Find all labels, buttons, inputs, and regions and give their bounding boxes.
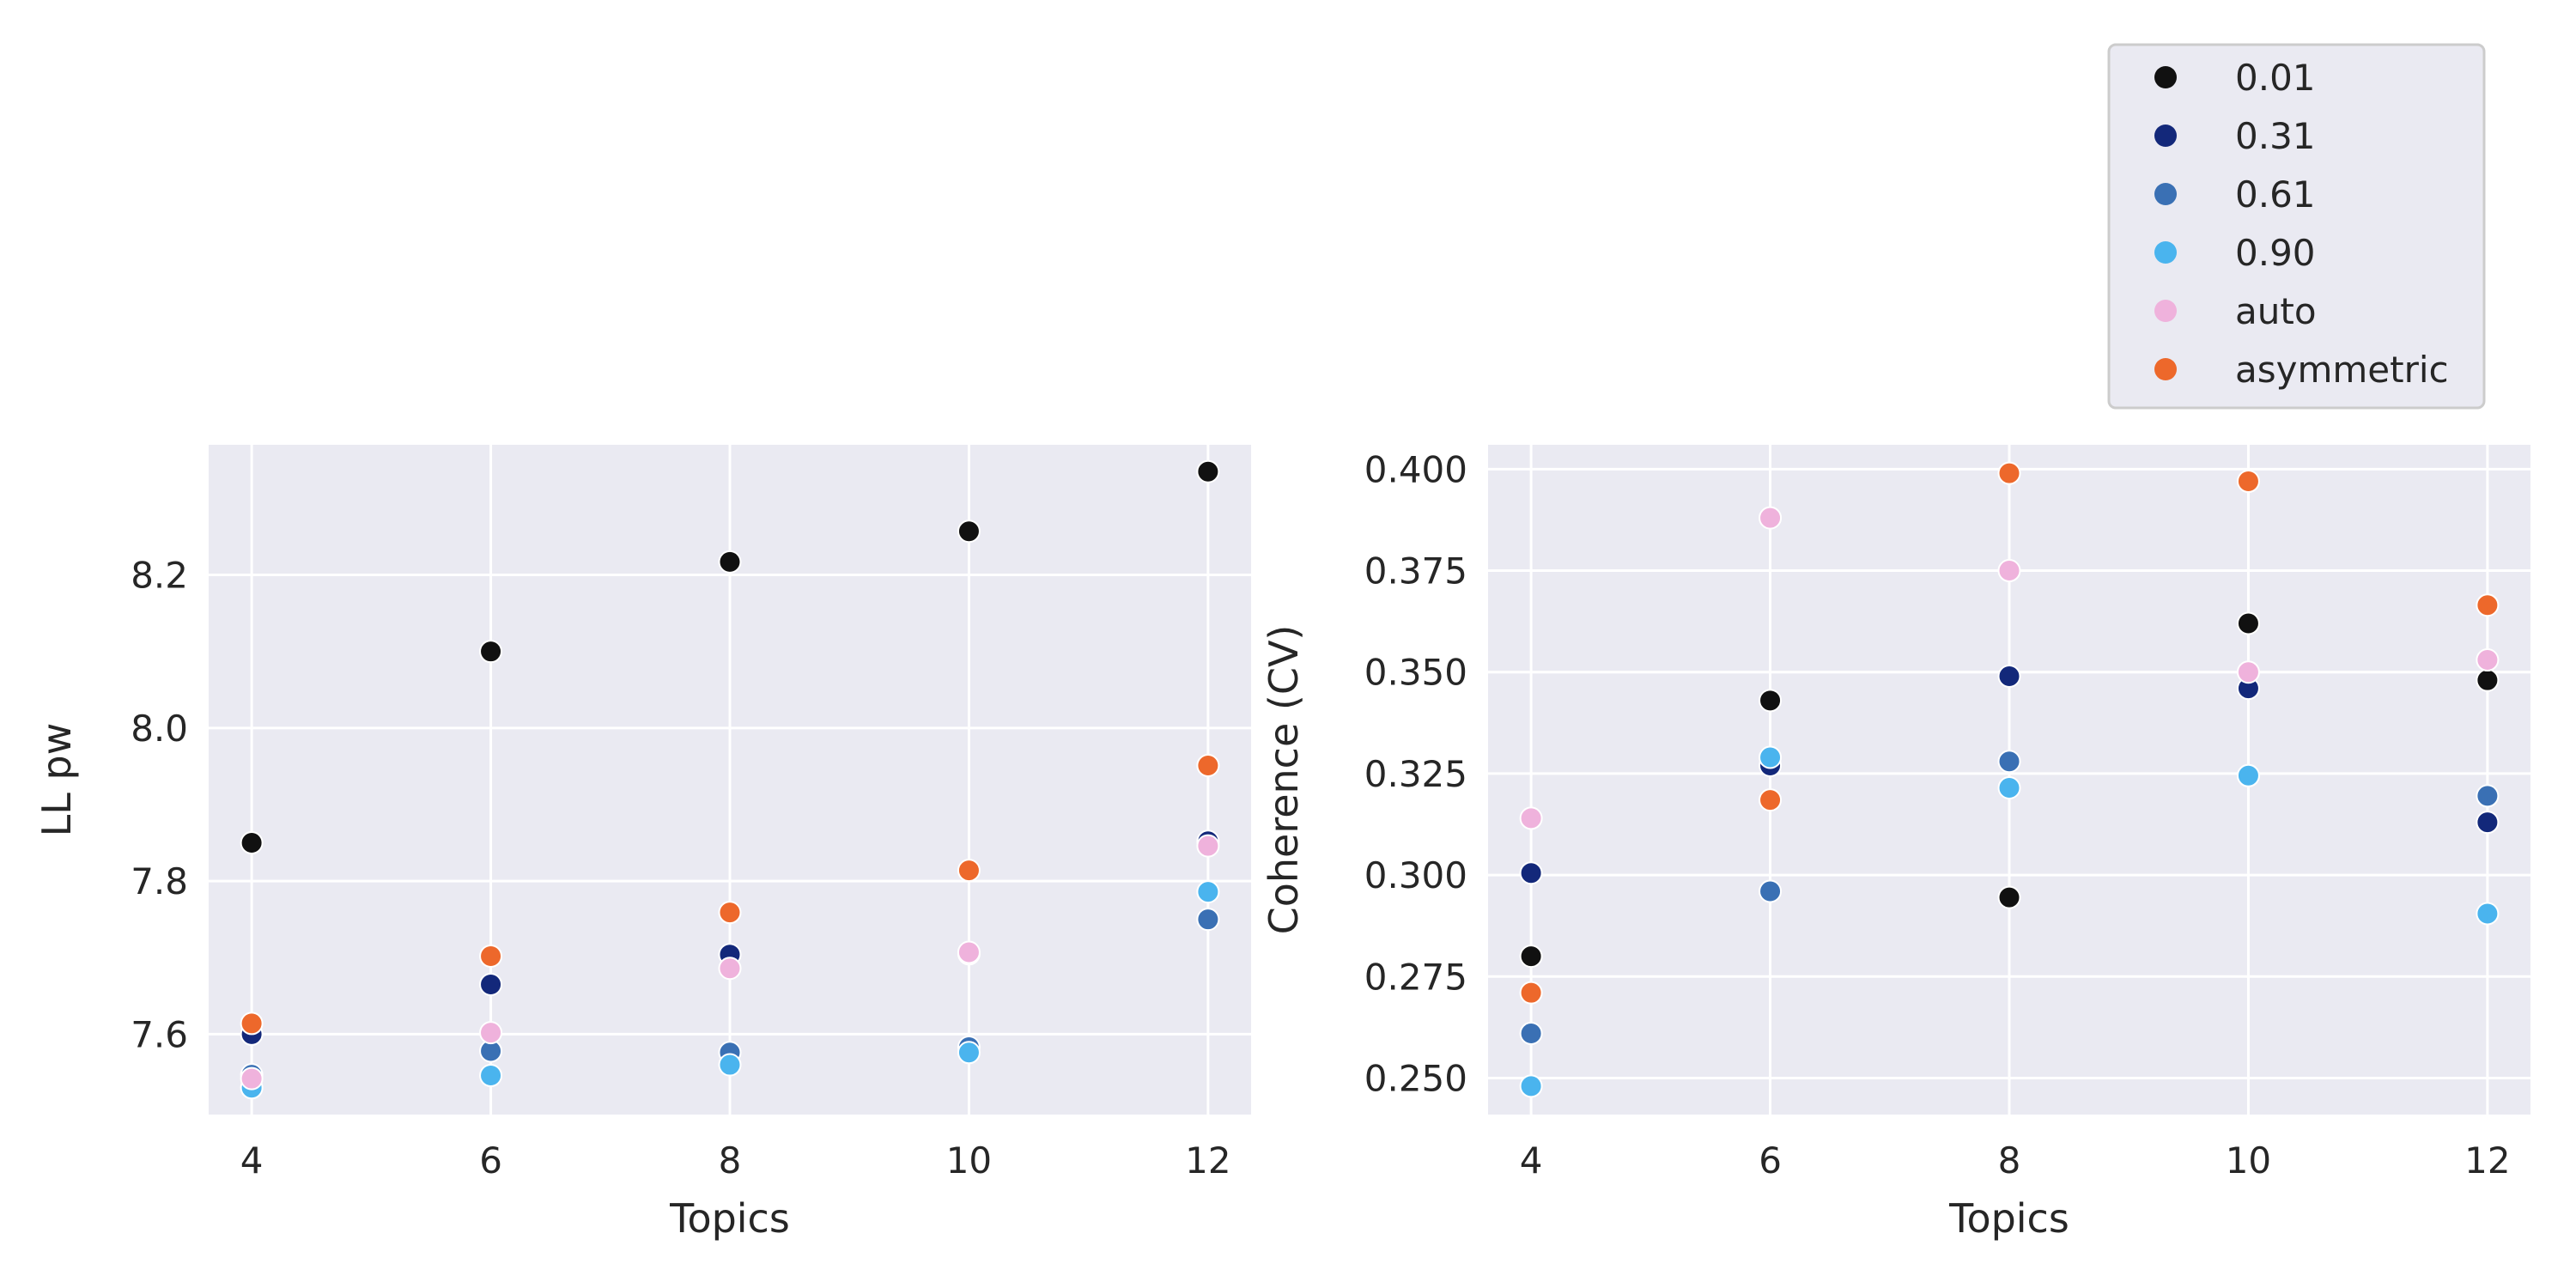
legend-marker — [2154, 125, 2177, 147]
point-0.90-topics-12 — [2476, 902, 2500, 926]
y-tick-label: 7.6 — [131, 1013, 188, 1055]
point-0.90-topics-6 — [1759, 745, 1783, 769]
legend-marker — [2154, 183, 2177, 205]
y-tick-label: 8.0 — [131, 708, 188, 750]
legend-label: asymmetric — [2235, 349, 2449, 391]
point-0.61-topics-6 — [1759, 879, 1783, 903]
legend-marker — [2154, 300, 2177, 322]
point-0.01-topics-4 — [1519, 945, 1543, 969]
y-tick-label: 0.375 — [1364, 550, 1467, 592]
point-0.01-topics-10 — [2236, 611, 2260, 635]
point-asymmetric-topics-4 — [1519, 981, 1543, 1005]
x-tick-label: 8 — [719, 1139, 742, 1182]
x-tick-label: 12 — [1185, 1139, 1230, 1182]
point-asymmetric-topics-10 — [2236, 470, 2260, 494]
point-auto-topics-4 — [1519, 806, 1543, 830]
x-tick-label: 6 — [479, 1139, 502, 1182]
point-0.01-topics-6 — [479, 640, 503, 664]
legend-label: 0.90 — [2235, 232, 2316, 274]
point-asymmetric-topics-12 — [2476, 593, 2500, 617]
point-0.90-topics-10 — [957, 1041, 981, 1065]
legend-label: 0.31 — [2235, 115, 2316, 157]
x-tick-label: 6 — [1759, 1139, 1782, 1182]
x-axis-label: Topics — [669, 1195, 790, 1242]
point-0.61-topics-12 — [2476, 784, 2500, 808]
legend: 0.01 0.31 0.61 0.90 auto asymmetric — [2107, 43, 2486, 410]
y-tick-label: 0.400 — [1364, 448, 1467, 490]
point-asymmetric-topics-8 — [1997, 461, 2021, 485]
x-tick-label: 4 — [1520, 1139, 1543, 1182]
point-auto-topics-6 — [1759, 506, 1783, 530]
legend-label: auto — [2235, 290, 2317, 332]
point-0.90-topics-8 — [1997, 775, 2021, 799]
point-0.31-topics-8 — [1997, 664, 2021, 688]
chart-right-coherence: 4 6 8 10 12 0.250 0.275 0.300 0.325 0.350 0.375 0.4… — [1261, 445, 2530, 1242]
x-tick-label: 8 — [1998, 1139, 2021, 1182]
point-asymmetric-topics-6 — [479, 944, 503, 968]
point-auto-topics-8 — [1997, 559, 2021, 583]
y-axis-label: LL pw — [33, 723, 80, 837]
legend-label: 0.01 — [2235, 57, 2316, 99]
legend-marker — [2154, 358, 2177, 380]
point-auto-topics-10 — [2236, 660, 2260, 684]
legend-frame — [2107, 43, 2486, 410]
point-0.90-topics-8 — [718, 1053, 742, 1077]
point-0.01-topics-12 — [2476, 668, 2500, 692]
point-0.90-topics-4 — [1519, 1074, 1543, 1098]
point-0.31-topics-4 — [1519, 861, 1543, 885]
point-0.61-topics-8 — [1997, 750, 2021, 774]
point-asymmetric-topics-10 — [957, 859, 981, 883]
point-0.90-topics-12 — [1196, 880, 1220, 904]
point-auto-topics-4 — [240, 1066, 264, 1091]
point-auto-topics-6 — [479, 1021, 503, 1045]
point-0.01-topics-12 — [1196, 459, 1220, 483]
y-axis-label: Coherence (CV) — [1261, 625, 1307, 935]
point-0.01-topics-6 — [1759, 689, 1783, 713]
y-tick-label: 0.300 — [1364, 854, 1467, 896]
y-tick-label: 0.350 — [1364, 652, 1467, 694]
x-tick-label: 12 — [2464, 1139, 2510, 1182]
point-0.31-topics-12 — [2476, 811, 2500, 835]
chart-left-ll-pw: 4 6 8 10 12 7.6 7.8 8.0 8.2 Topics LL pw — [33, 445, 1251, 1242]
x-tick-label: 4 — [240, 1139, 264, 1182]
x-tick-label: 10 — [946, 1139, 992, 1182]
point-0.61-topics-12 — [1196, 908, 1220, 932]
point-auto-topics-12 — [2476, 648, 2500, 672]
point-auto-topics-12 — [1196, 834, 1220, 858]
y-tick-label: 7.8 — [131, 860, 188, 902]
point-auto-topics-10 — [957, 940, 981, 964]
y-tick-label: 0.275 — [1364, 956, 1467, 998]
point-0.61-topics-4 — [1519, 1021, 1543, 1045]
x-axis-label: Topics — [1948, 1195, 2069, 1242]
point-0.90-topics-10 — [2236, 763, 2260, 787]
point-0.31-topics-6 — [479, 972, 503, 996]
point-0.01-topics-4 — [240, 831, 264, 855]
y-tick-label: 8.2 — [131, 555, 188, 597]
point-0.01-topics-8 — [718, 550, 742, 574]
y-tick-label: 0.325 — [1364, 753, 1467, 795]
point-0.01-topics-10 — [957, 519, 981, 544]
point-0.01-topics-8 — [1997, 885, 2021, 909]
point-asymmetric-topics-4 — [240, 1012, 264, 1036]
legend-marker — [2154, 241, 2177, 264]
point-asymmetric-topics-12 — [1196, 754, 1220, 778]
point-0.90-topics-6 — [479, 1064, 503, 1088]
legend-marker — [2154, 66, 2177, 88]
legend-label: 0.61 — [2235, 173, 2316, 216]
y-tick-label: 0.250 — [1364, 1057, 1467, 1099]
point-auto-topics-8 — [718, 957, 742, 981]
point-asymmetric-topics-6 — [1759, 788, 1783, 812]
point-asymmetric-topics-8 — [718, 901, 742, 925]
x-tick-label: 10 — [2226, 1139, 2271, 1182]
